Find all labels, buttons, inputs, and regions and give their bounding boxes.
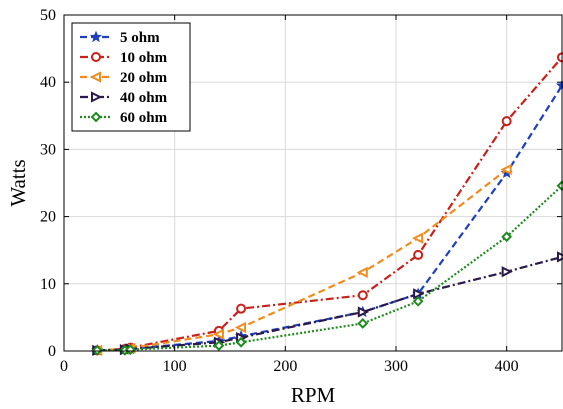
legend-marker (89, 30, 103, 43)
legend-label: 60 ohm (120, 110, 168, 126)
legend-label: 5 ohm (120, 30, 160, 46)
legend-item: 20 ohm (80, 70, 168, 86)
legend-item: 60 ohm (80, 110, 168, 126)
legend-item: 5 ohm (80, 30, 160, 46)
legend-marker (89, 71, 101, 83)
legend-marker (90, 111, 102, 123)
legend-marker (91, 52, 101, 62)
series-line (97, 56, 563, 352)
x-tick-label: 400 (495, 358, 519, 375)
legend-label: 20 ohm (120, 70, 168, 86)
x-axis-title: RPM (291, 383, 336, 407)
ticks: 0 100 200 300 400 0 10 20 30 40 50 (40, 7, 562, 375)
data-point (501, 231, 513, 243)
y-axis-title: Watts (6, 159, 30, 206)
data-point (412, 295, 424, 307)
y-tick-label: 20 (40, 209, 56, 226)
data-point (357, 306, 370, 318)
data-point (235, 336, 247, 348)
legend-item: 40 ohm (80, 90, 168, 106)
y-tick-label: 50 (40, 7, 56, 24)
data-point (357, 290, 368, 301)
legend-item: 10 ohm (80, 50, 168, 66)
data-point (124, 344, 136, 356)
x-tick-label: 0 (60, 358, 68, 375)
data-point (411, 232, 424, 244)
legend-label: 40 ohm (120, 90, 168, 106)
data-point (91, 344, 103, 356)
data-point (501, 266, 513, 278)
data-point (500, 163, 512, 176)
x-tick-label: 300 (384, 358, 408, 375)
series-60-ohm (91, 180, 563, 356)
y-tick-label: 40 (40, 74, 56, 91)
plot-frame (63, 14, 563, 352)
data-point (357, 318, 369, 329)
x-tick-label: 100 (163, 358, 187, 375)
legend-marker (91, 91, 103, 103)
x-tick-label: 200 (273, 358, 297, 375)
y-tick-label: 30 (40, 141, 56, 158)
data-point (236, 303, 247, 314)
data-point (413, 249, 424, 260)
legend-label: 10 ohm (120, 50, 168, 66)
data-point (213, 340, 225, 352)
y-tick-label: 10 (40, 276, 56, 293)
data-point (234, 321, 247, 334)
data-point (501, 116, 512, 127)
data-point (356, 266, 368, 278)
legend: 5 ohm 10 ohm 20 ohm 40 ohm 60 ohm (71, 22, 191, 132)
data-point (212, 328, 224, 340)
y-tick-label: 0 (48, 343, 56, 360)
